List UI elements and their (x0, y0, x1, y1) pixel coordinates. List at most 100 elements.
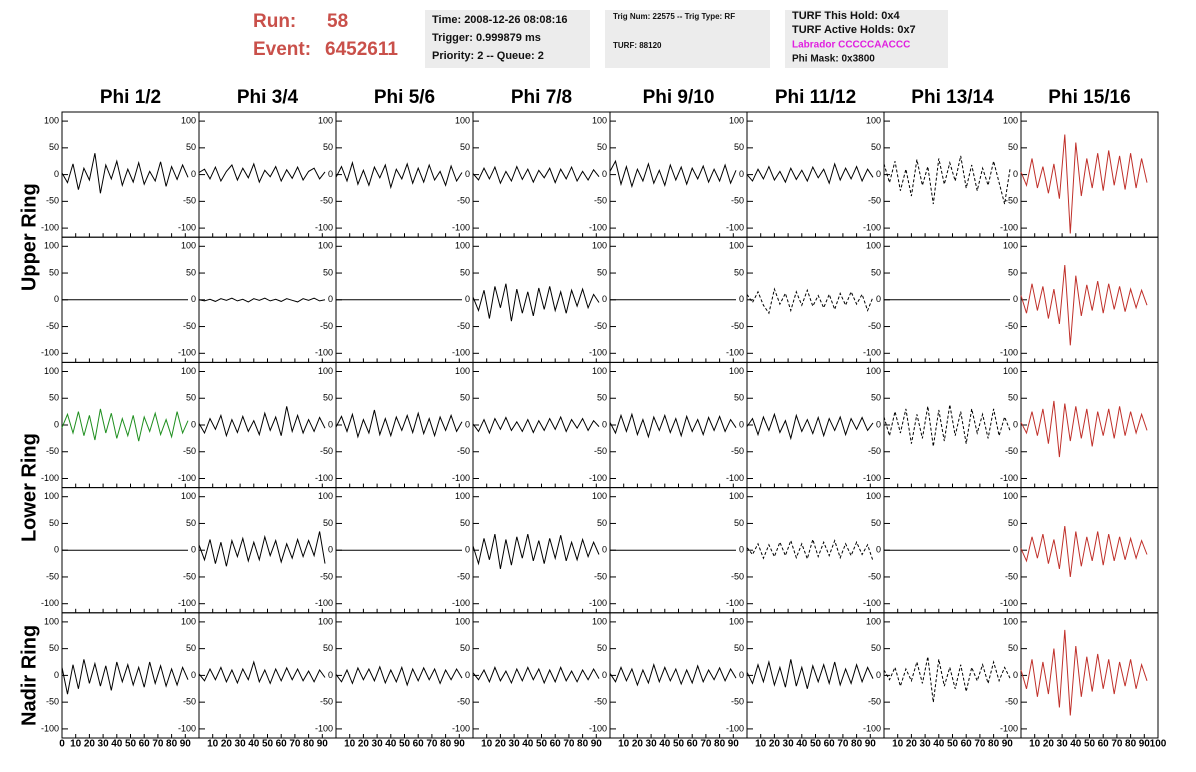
x-tick-label: 80 (714, 739, 726, 750)
y-tick-label: 50 (323, 142, 333, 152)
y-tick-label: 50 (1008, 518, 1018, 528)
y-tick-label: -50 (183, 446, 196, 456)
waveform (609, 663, 737, 687)
x-tick-label: 70 (152, 739, 164, 750)
info-text: Time: 2008-12-26 08:08:16 (432, 14, 568, 26)
y-tick-label: 0 (876, 670, 881, 680)
y-tick-label: -50 (731, 321, 744, 331)
column-header: Phi 9/10 (643, 87, 715, 108)
y-tick-label: 0 (602, 169, 607, 179)
x-tick-label: 60 (276, 739, 288, 750)
y-tick-label: 100 (729, 366, 744, 376)
y-tick-label: -50 (457, 446, 470, 456)
y-tick-label: 50 (49, 518, 59, 528)
y-tick-label: 0 (602, 670, 607, 680)
y-tick-label: 100 (1003, 616, 1018, 626)
y-tick-label: 0 (739, 294, 744, 304)
x-tick-label: 40 (111, 739, 123, 750)
column-header: Phi 13/14 (911, 87, 994, 108)
x-tick-label: 20 (221, 739, 233, 750)
waveform (746, 287, 874, 315)
y-tick-label: -100 (589, 598, 607, 608)
y-tick-label: 50 (49, 142, 59, 152)
x-tick-label: 90 (317, 739, 329, 750)
y-tick-label: 50 (460, 142, 470, 152)
y-tick-label: -100 (726, 723, 744, 733)
y-tick-label: -50 (594, 571, 607, 581)
info-text: Trig Num: 22575 -- Trig Type: RF (613, 12, 735, 21)
waveform (335, 665, 463, 687)
waveform (198, 531, 326, 567)
y-tick-label: -100 (726, 473, 744, 483)
y-tick-label: 0 (54, 169, 59, 179)
y-tick-label: 50 (1008, 142, 1018, 152)
y-tick-label: -100 (178, 473, 196, 483)
x-tick-label: 70 (426, 739, 438, 750)
y-tick-label: 100 (592, 115, 607, 125)
y-tick-label: 0 (54, 670, 59, 680)
y-tick-label: 0 (191, 169, 196, 179)
y-tick-label: 100 (866, 115, 881, 125)
waveform (198, 660, 326, 685)
y-tick-label: -100 (589, 723, 607, 733)
y-tick-label: -50 (320, 697, 333, 707)
x-tick-label: 60 (550, 739, 562, 750)
y-tick-label: -50 (1005, 446, 1018, 456)
y-tick-label: -50 (594, 446, 607, 456)
y-tick-label: -50 (46, 446, 59, 456)
y-tick-label: -50 (594, 321, 607, 331)
column-header: Phi 3/4 (237, 87, 299, 108)
info-text: TURF Active Holds: 0x7 (792, 24, 916, 36)
x-tick-label: 90 (865, 739, 877, 750)
y-tick-label: -100 (726, 222, 744, 232)
waveform (61, 408, 189, 442)
y-tick-label: 100 (866, 491, 881, 501)
x-tick-label: 90 (1002, 739, 1014, 750)
y-tick-label: -100 (1000, 723, 1018, 733)
x-tick-label: 50 (1084, 739, 1096, 750)
y-tick-label: -50 (1005, 321, 1018, 331)
x-tick-label: 60 (687, 739, 699, 750)
y-tick-label: 50 (1008, 643, 1018, 653)
y-tick-label: 50 (734, 267, 744, 277)
y-tick-label: 50 (871, 142, 881, 152)
y-tick-label: -50 (868, 446, 881, 456)
x-tick-label: 70 (700, 739, 712, 750)
y-tick-label: 100 (455, 115, 470, 125)
y-tick-label: -100 (863, 348, 881, 358)
x-tick-label: 60 (413, 739, 425, 750)
y-tick-label: 0 (1013, 670, 1018, 680)
x-tick-label: 30 (1057, 739, 1069, 750)
y-tick-label: 100 (729, 115, 744, 125)
y-tick-label: -100 (726, 598, 744, 608)
column-header: Phi 11/12 (775, 87, 856, 108)
y-tick-label: 0 (328, 294, 333, 304)
waveform (1020, 400, 1148, 458)
y-tick-label: 50 (460, 267, 470, 277)
info-text: TURF: 88120 (613, 41, 662, 50)
waveform (883, 656, 1011, 703)
x-tick-label: 80 (303, 739, 315, 750)
info-text: Labrador CCCCCAACCC (792, 40, 910, 51)
y-tick-label: -50 (183, 196, 196, 206)
y-tick-label: 100 (181, 241, 196, 251)
x-tick-label: 70 (289, 739, 301, 750)
event-number: 6452611 (325, 39, 398, 60)
y-tick-label: -100 (589, 473, 607, 483)
waveform (472, 165, 600, 185)
waveform (1020, 134, 1148, 234)
y-tick-label: 100 (1003, 115, 1018, 125)
waveform (883, 155, 1011, 205)
y-tick-label: -100 (1000, 222, 1018, 232)
y-tick-label: -100 (1000, 348, 1018, 358)
x-tick-label: 10 (70, 739, 82, 750)
y-tick-label: 100 (318, 616, 333, 626)
y-tick-label: 0 (465, 545, 470, 555)
x-tick-label: 80 (440, 739, 452, 750)
y-tick-label: 0 (328, 670, 333, 680)
y-tick-label: -50 (868, 196, 881, 206)
y-tick-label: 100 (44, 115, 59, 125)
y-tick-label: -100 (41, 723, 59, 733)
y-tick-label: 0 (328, 419, 333, 429)
y-tick-label: 100 (592, 366, 607, 376)
